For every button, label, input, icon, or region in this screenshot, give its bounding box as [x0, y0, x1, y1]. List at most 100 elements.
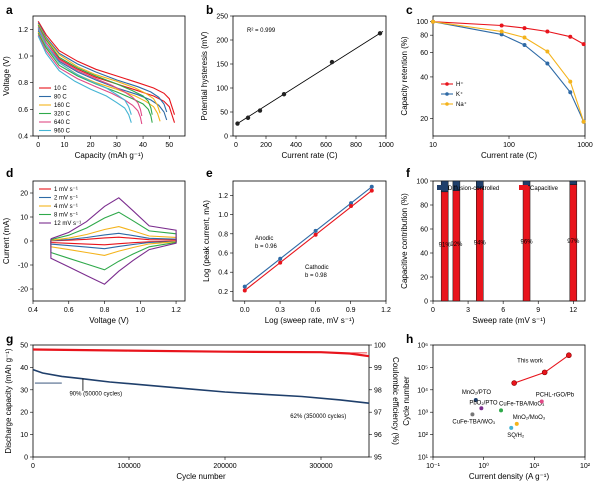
panel-c-point-0 [568, 34, 573, 39]
panel-g-ytick-label: 0 [24, 455, 28, 462]
panel-a-ytick-label: 0.4 [18, 134, 28, 141]
panel-e-point-0 [242, 284, 247, 289]
panel-e-point-0 [278, 256, 283, 261]
panel-a-charge-line-5 [37, 27, 132, 115]
panel-c-ylabel: Capacity retention (%) [400, 36, 409, 115]
panel-e-ylabel: Log (peak current, mA) [202, 200, 211, 282]
panel-f-ytick-label: 40 [420, 251, 428, 258]
panel-f-xtick-label: 9 [536, 307, 540, 314]
panel-e-xtick-label: 0.6 [311, 307, 321, 314]
panel-a-legend-2-label: 160 C [54, 103, 71, 109]
panel-f-ytick-label: 60 [420, 227, 428, 234]
panel-g-ytick-label: 10 [20, 432, 28, 439]
panel-d-legend-1-label: 2 mV s⁻¹ [54, 196, 78, 202]
panel-label-c: c [406, 3, 413, 17]
panel-c-xtick-label: 10 [429, 142, 437, 149]
panel-h-ytick-label: 10⁴ [417, 387, 428, 394]
panel-a-ylabel: Voltage (V) [2, 56, 11, 96]
panel-c-legend-0-label: H⁺ [456, 81, 464, 88]
panel-c-point-2 [581, 119, 586, 124]
panel-label-d: d [6, 166, 13, 180]
panel-h-point [479, 406, 484, 411]
panel-h-frame [432, 344, 586, 458]
panel-b-ytick-label: 150 [216, 62, 228, 69]
panel-c-ytick-label: 80 [420, 33, 428, 40]
panel-h-point-label: PCHL-rGO/Pb [536, 393, 575, 399]
panel-g-efficiency-line [32, 348, 370, 358]
panel-f-ytick-label: 0 [424, 299, 428, 306]
panel-f-bar-label: 92% [450, 242, 463, 248]
panel-d-xlabel: Voltage (V) [89, 316, 129, 325]
panel-b-point [257, 108, 263, 113]
panel-g-y2label: Coulombic efficiency (%) [391, 357, 400, 445]
panel-g-y2tick-label: 100 [374, 343, 386, 350]
panel-a-legend-0-label: 10 C [54, 86, 67, 92]
panel-g-y2tick-label: 99 [374, 365, 382, 372]
panel-b-ylabel: Potential hysteresis (mV) [200, 31, 209, 120]
panel-c-legend-1-label: K⁺ [456, 91, 463, 98]
panel-c-point-0 [545, 29, 550, 34]
panel-c-ytick-label: 60 [420, 50, 428, 57]
panel-b-point [245, 115, 251, 120]
panel-h-ylabel: Cycle number [402, 376, 411, 426]
panel-c-point-2 [545, 49, 550, 54]
panel-c-point-2 [522, 35, 527, 40]
panel-b-ytick-label: 100 [216, 86, 228, 93]
panel-c-xtick-label: 100 [503, 142, 515, 149]
panel-g-y2tick-label: 96 [374, 432, 382, 439]
panel-h-xtick-label: 10⁰ [478, 462, 489, 470]
panel-a-xtick-label: 0 [36, 142, 40, 149]
panel-h-point-label: SQ/H₂ [507, 433, 525, 439]
panel-h-xtick-label: 10¹ [529, 463, 540, 470]
panel-f-xtick-label: 0 [431, 307, 435, 314]
panel-h-point-label: MnO₂/MoO₃ [513, 415, 546, 421]
panel-c-point-2 [431, 19, 435, 24]
panel-g-xtick-label: 0 [31, 463, 35, 470]
panel-a-charge-line-1 [37, 22, 168, 113]
panel-c-ytick-label: 40 [420, 74, 428, 81]
panel-a-frame [32, 15, 186, 137]
panel-a-legend-3-label: 320 C [54, 112, 71, 118]
panel-h-ytick-label: 10² [418, 432, 429, 439]
panel-b-ytick-label: 200 [216, 38, 228, 45]
panel-h-this-work-point [511, 380, 517, 386]
panel-e-anodic-label: Anodic [255, 236, 273, 242]
panel-e-point-1 [369, 188, 374, 193]
panel-e-xtick-label: 0.0 [240, 307, 250, 314]
panel-e-point-0 [349, 201, 354, 206]
panel-e-point-1 [242, 288, 247, 293]
panel-g-ytick-label: 40 [20, 365, 28, 372]
panel-c-point-2 [568, 79, 573, 84]
panel-h-point [473, 398, 478, 403]
panel-c-legend-1-marker [445, 92, 449, 96]
panel-a-ytick-label: 0.8 [18, 80, 28, 87]
panel-d-xtick-label: 0.8 [100, 307, 110, 314]
panel-f-ytick-label: 20 [420, 275, 428, 282]
panel-h-point-label: CuFe-TBA/WO₃ [452, 419, 495, 425]
panel-e-xtick-label: 0.9 [346, 307, 356, 314]
panel-f-legend-capacitive-swatch [519, 185, 528, 190]
panel-e-point-0 [369, 184, 374, 189]
panel-a-xtick-label: 50 [165, 142, 173, 149]
panel-g-ytick-label: 30 [20, 387, 28, 394]
panel-f-bar-label: 97% [567, 239, 580, 245]
panel-e-point-1 [349, 203, 354, 208]
panel-b-ytick-label: 0 [224, 134, 228, 141]
panel-f-diffusion-bar [569, 180, 578, 185]
panel-f-bar-label: 91% [439, 242, 452, 248]
panel-d-legend-4-label: 12 mV s⁻¹ [54, 221, 81, 227]
panel-a-charge-line-2 [37, 23, 161, 114]
panel-a-xlabel: Capacity (mAh g⁻¹) [75, 151, 144, 160]
panel-h-ytick-label: 10¹ [418, 455, 429, 462]
panel-c-point-0 [581, 42, 586, 47]
panel-h-xtick-label: 10⁻¹ [426, 463, 440, 470]
panel-c-xlabel: Current rate (C) [481, 151, 537, 160]
panel-g-ytick-label: 20 [20, 410, 28, 417]
panel-c-line-1 [432, 21, 585, 123]
panel-d-ytick-label: 10 [20, 215, 28, 222]
panel-c-point-0 [499, 23, 504, 28]
panel-a-legend-1-label: 80 C [54, 95, 67, 101]
panel-f-legend-capacitive-label: Capacitive [530, 186, 559, 192]
panel-h-point [499, 408, 504, 413]
panel-a-ytick-label: 1.0 [18, 54, 28, 61]
